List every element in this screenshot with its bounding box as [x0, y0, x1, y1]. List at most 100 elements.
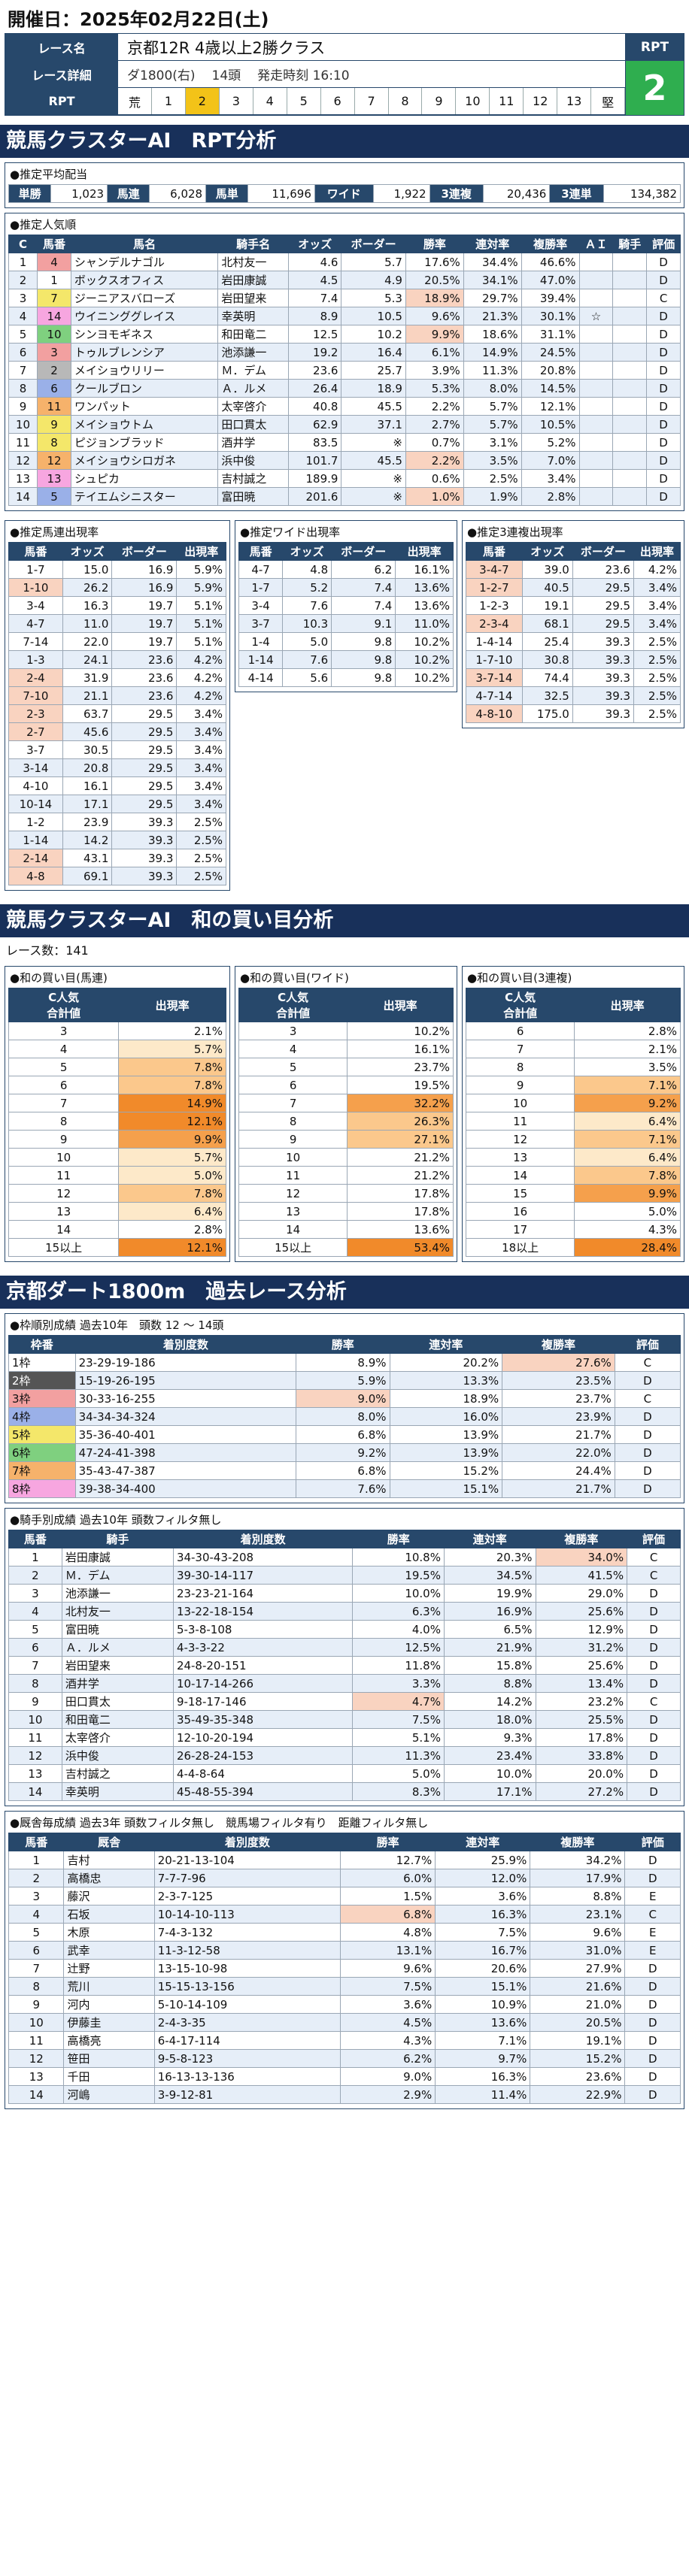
table-cell: 2.5% — [176, 813, 226, 831]
table-cell: 10 — [238, 1148, 348, 1167]
table-cell: D — [646, 415, 681, 434]
table-row: 17 4.3% — [465, 1220, 681, 1239]
jockey-panel: ●騎手別成績 過去10年 頭数フィルタ無し 馬番 騎手 着別度数 勝率 連対率 複勝率 評価… — [5, 1508, 684, 1806]
column-header: ボーダー — [111, 542, 178, 561]
column-header: 着別度数 — [172, 1530, 354, 1548]
table-cell: 21.1 — [62, 686, 113, 705]
table-cell: 4枠 — [8, 1407, 76, 1426]
table-row: 13 6.4% — [465, 1148, 681, 1167]
table-cell: 6 — [8, 1638, 62, 1657]
table-cell: 8枠 — [8, 1479, 76, 1498]
table-cell: 8.9% — [296, 1353, 390, 1372]
wa-sanren-title: ●和の買い目(3連複) — [467, 971, 572, 985]
table-cell: 4-7 — [238, 560, 284, 579]
table-cell: 18.6% — [463, 325, 522, 344]
table-cell: 8.9 — [287, 307, 342, 325]
table-row: 3 7 ジーニアスバローズ 岩田望来 7.4 5.3 18.9% 29.7% 39.4% C — [8, 289, 681, 307]
table-row: 1 吉村 20-21-13-104 12.7% 25.9% 34.2% D — [8, 1851, 681, 1869]
payout-title: ●推定平均配当 — [10, 168, 88, 181]
table-cell: 2.2% — [405, 397, 464, 416]
table-cell: クールブロン — [70, 379, 219, 398]
table-cell: 14 — [238, 1220, 348, 1239]
table-row: 15以上 12.1% — [8, 1238, 226, 1257]
column-header: 連対率 — [435, 1833, 531, 1851]
table-cell: 26-28-24-153 — [172, 1746, 354, 1765]
table-cell: 35-49-35-348 — [172, 1710, 354, 1729]
table-cell: 4-4-8-64 — [172, 1764, 354, 1783]
table-row: 4-7 11.0 19.7 5.1% — [8, 614, 226, 633]
table-cell: 浜中俊 — [61, 1746, 174, 1765]
table-row: 5枠 35-36-40-401 6.8% 13.9% 21.7% D — [8, 1425, 681, 1444]
table-cell: 14 — [37, 307, 71, 325]
column-header: 馬番 — [466, 542, 523, 561]
table-cell: 21.7% — [502, 1425, 615, 1444]
waku-table: 枠番 着別度数 勝率 連対率 複勝率 評価 1枠 23-29-19-186 8.9% 20.2% 2… — [8, 1335, 681, 1498]
table-row: 11 6.4% — [465, 1112, 681, 1131]
table-cell: 5.7 — [341, 253, 406, 271]
wa-sanren-panel: ●和の買い目(3連複) C人気 合計値 出現率 6 2.8% 7 2.1% 8 3.5% 9 7.… — [462, 966, 684, 1262]
table-cell: 7枠 — [8, 1461, 76, 1480]
table-cell: 23-23-21-164 — [172, 1584, 354, 1603]
table-cell: 7.1% — [435, 2031, 531, 2050]
table-cell: 3-4 — [8, 596, 63, 615]
table-cell: 25.7 — [341, 361, 406, 380]
table-row: 15以上 53.4% — [238, 1238, 454, 1257]
table-cell: 3.6% — [340, 1995, 436, 2014]
table-cell: 3 — [8, 1887, 65, 1906]
table-cell: 13.4% — [535, 1674, 628, 1693]
table-cell: 6 — [8, 1941, 65, 1960]
column-header: 連対率 — [389, 1335, 503, 1354]
table-cell: 3 — [37, 343, 71, 362]
table-cell: 酒井学 — [61, 1674, 174, 1693]
table-row: 5 10 シンヨモギネス 和田竜二 12.5 10.2 9.9% 18.6% 31.1% D — [8, 325, 681, 344]
table-cell: 2.5% — [176, 849, 226, 867]
table-cell: 9 — [8, 1995, 65, 2014]
table-cell: 13-15-10-98 — [153, 1959, 341, 1978]
table-cell: 13 — [37, 469, 71, 488]
table-cell: 3 — [8, 1584, 62, 1603]
table-cell: 11 — [8, 1728, 62, 1747]
table-cell: 39.3 — [111, 867, 178, 885]
table-row: 15 9.9% — [465, 1184, 681, 1203]
table-cell: 12.7% — [340, 1851, 436, 1869]
table-cell: 19.9% — [443, 1584, 536, 1603]
table-cell: 8 — [238, 1112, 348, 1131]
table-cell: 17.1% — [443, 1782, 536, 1801]
table-cell: ジーニアスバローズ — [70, 289, 219, 307]
table-cell: 2 — [8, 271, 38, 289]
table-cell: 8 — [8, 379, 38, 398]
payout-label: 単勝 — [8, 184, 52, 203]
table-cell: 21.3% — [463, 307, 522, 325]
table-cell: 9.0% — [296, 1389, 390, 1408]
table-cell: 201.6 — [287, 487, 342, 506]
table-cell: C — [624, 1905, 681, 1924]
trainer-title: ●厩舎毎成績 過去3年 頭数フィルタ無し 競馬場フィルタ有り 距離フィルタ無し — [10, 1816, 429, 1830]
table-cell: 5.2% — [521, 433, 580, 452]
table-cell: 2.1% — [118, 1022, 226, 1040]
table-cell: 18.0% — [443, 1710, 536, 1729]
table-cell: D — [624, 2031, 681, 2050]
table-cell: 5.1% — [176, 596, 226, 615]
payout-panel: ●推定平均配当 単勝 1,023 馬連 6,028 馬単 11,696 ワイド 1,922 3連… — [5, 162, 684, 208]
table-cell: 4 — [8, 1040, 120, 1058]
table-cell: 河内 — [63, 1995, 155, 2014]
umaren-title: ●推定馬連出現率 — [10, 525, 99, 539]
table-row: 10 9 メイショウトム 田口貫太 62.9 37.1 2.7% 5.7% 10.5% D — [8, 415, 681, 434]
table-cell: 11.0 — [62, 614, 113, 633]
table-cell — [612, 433, 648, 452]
table-cell: 1-2-7 — [466, 578, 523, 597]
table-cell: D — [627, 1746, 681, 1765]
table-cell: 18以上 — [465, 1238, 575, 1257]
table-cell: 2.2% — [405, 451, 464, 470]
table-cell: 3 — [8, 289, 38, 307]
table-cell: 7.6 — [282, 650, 332, 669]
table-cell: 13 — [8, 1202, 120, 1221]
table-cell: 5枠 — [8, 1425, 76, 1444]
table-row: 4 14 ウイニンググレイス 幸英明 8.9 10.5 9.6% 21.3% 30.1% ☆ D — [8, 307, 681, 325]
wa-umaren-panel: ●和の買い目(馬連) C人気 合計値 出現率 3 2.1% 4 5.7% 5 7.8% 6 7.8… — [5, 966, 230, 1262]
table-row: 11 5.0% — [8, 1166, 226, 1185]
column-header: 馬番 — [8, 542, 63, 561]
table-row: 4 石坂 10-14-10-113 6.8% 16.3% 23.1% C — [8, 1905, 681, 1924]
table-cell: 5.3 — [341, 289, 406, 307]
